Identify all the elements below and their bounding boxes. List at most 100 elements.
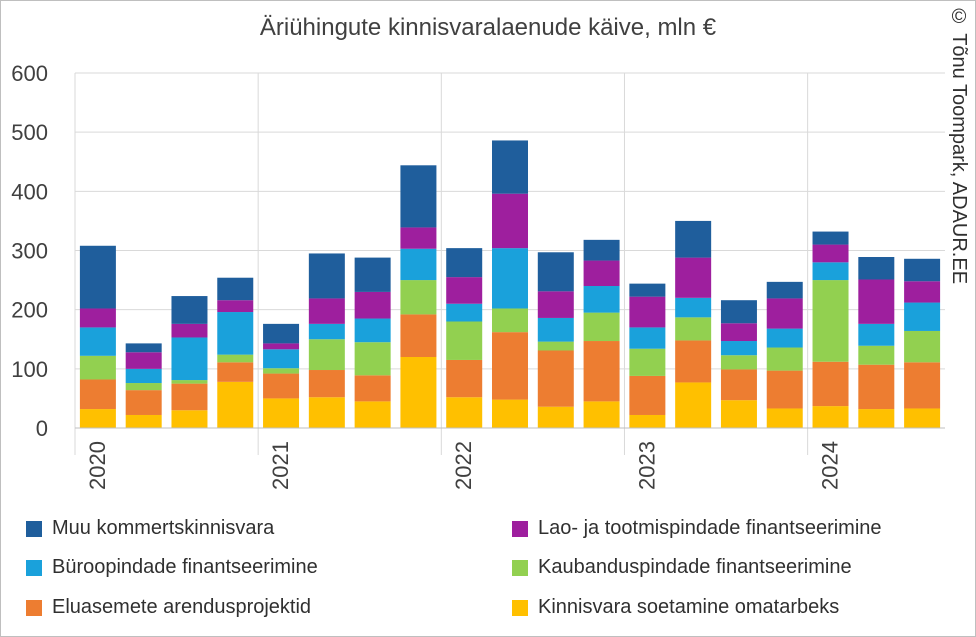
bar-segment [79,355,116,380]
bar-segment [217,277,254,301]
y-tick-label: 0 [36,416,48,441]
bar-segment [720,341,757,356]
bar-segment [537,406,574,428]
legend-label: Lao- ja tootmispindade finantseerimine [538,517,882,539]
legend-label: Eluasemete arendusprojektid [52,596,312,618]
bar-segment [858,323,895,346]
bar-segment [675,382,712,428]
bar-segment [812,280,849,362]
bar-segment [308,253,345,299]
bar-segment [171,296,208,324]
legend-swatch [26,520,42,537]
bar-segment [629,296,666,328]
bar-segment [812,244,849,263]
bar-segment [446,359,483,398]
bar-segment [171,410,208,428]
bar-segment [125,383,162,391]
bar-segment [629,348,666,376]
bar-segment [492,248,528,309]
bar-segment [263,323,300,344]
bar-segment [766,298,803,329]
bar-segment [354,375,391,402]
bar-segment [263,343,300,350]
bar-segment [904,362,941,409]
legend-item-muu: Muu kommertskinnisvara [26,517,274,540]
bar-segment [125,368,162,384]
bar-segment [858,257,895,280]
bar-segment [629,327,666,349]
bar-segment [583,312,620,342]
bar-segment [812,361,849,407]
bar-segment [446,248,483,278]
bar-segment [354,257,391,292]
x-tick-label: 2024 [818,441,843,490]
legend-label: Muu kommertskinnisvara [52,517,275,539]
y-tick-label: 400 [11,179,48,204]
watermark-text: © Tõnu Toompark, ADAUR.EE [948,6,970,285]
chart-title: Äriühingute kinnisvaralaenude käive, mln… [259,14,717,41]
bar-segment [675,297,712,318]
bar-segment [720,400,757,428]
bar-segment [812,262,849,281]
bar-segment [217,362,254,382]
bar-segment [583,341,620,402]
y-tick-label: 100 [11,357,48,382]
bar-segment [400,357,437,428]
bar-segment [125,414,162,428]
bar-segment [904,281,941,303]
bar-segment [766,347,803,371]
bar-segment [904,330,941,363]
bar-segment [766,328,803,348]
legend-swatch [512,559,528,576]
bar-segment [904,302,941,331]
legend-label: Büroopindade finantseerimine [52,556,318,578]
bar-segment [171,383,208,411]
bar-segment [171,380,208,384]
bar-segment [492,308,528,333]
bar-segment [583,260,620,286]
bar-segment [904,258,941,282]
bar-segment [629,283,666,297]
bar-segment [125,390,162,415]
bar-segment [766,408,803,428]
bar-segment [629,375,666,415]
bar-segment [308,298,345,324]
x-tick-label: 2021 [268,441,293,490]
bar-segment [812,406,849,428]
x-tick-label: 2023 [634,441,659,490]
x-tick-label: 2022 [451,441,476,490]
bar-segment [79,327,116,356]
bar-segment [492,140,528,194]
bar-segment [308,339,345,371]
bar-segment [858,409,895,428]
bar-segment [400,227,437,249]
bar-segment [583,401,620,428]
bar-segment [308,370,345,398]
bar-segment [858,345,895,365]
legend-item-omatarbeks: Kinnisvara soetamine omatarbeks [512,596,839,619]
watermark-badge [945,2,973,328]
bar-segment [537,350,574,407]
legend-item-kaubandus: Kaubanduspindade finantseerimine [512,556,852,579]
legend-label: Kinnisvara soetamine omatarbeks [538,596,840,618]
legend-swatch [512,520,528,537]
y-tick-label: 200 [11,298,48,323]
legend-item-lao: Lao- ja tootmispindade finantseerimine [512,517,882,540]
bar-segment [858,364,895,410]
bar-segment [720,369,757,401]
legend-swatch [26,599,42,616]
bar-segment [583,239,620,261]
bar-segment [675,220,712,258]
bar-segment [858,279,895,324]
bar-segment [217,381,254,428]
bar-segment [400,280,437,315]
bar-segment [720,300,757,324]
bar-segment [492,399,528,428]
legend-label: Kaubanduspindade finantseerimine [538,556,852,578]
legend-item-buroo: Büroopindade finantseerimine [26,556,318,579]
bar-segment [263,398,300,428]
bar-segment [400,165,437,228]
bar-segment [79,379,116,410]
bar-segment [171,323,208,338]
y-tick-label: 300 [11,239,48,264]
